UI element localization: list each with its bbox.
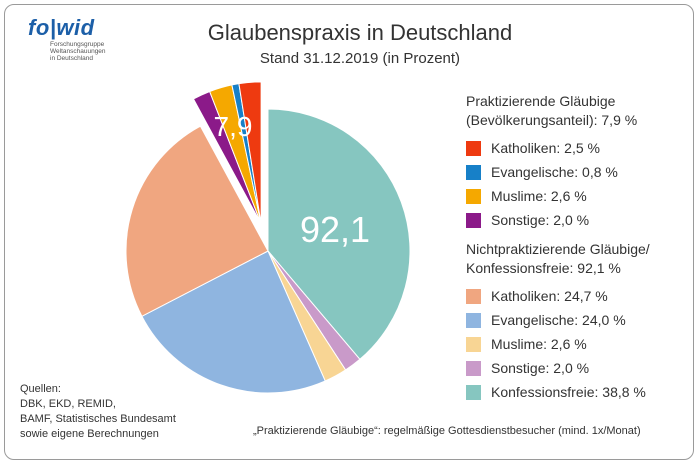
legend-item: Konfessionsfreie: 38,8 % bbox=[466, 380, 692, 404]
legend-swatch bbox=[466, 288, 481, 304]
legend-swatch bbox=[466, 188, 481, 204]
legend-item: Sonstige: 2,0 % bbox=[466, 208, 692, 232]
pie-slice-katholiken bbox=[125, 125, 269, 317]
logo-wordmark: fo|wid bbox=[28, 15, 95, 40]
legend-swatch bbox=[466, 312, 481, 328]
footnote: „Praktizierende Gläubige“: regelmäßige G… bbox=[253, 425, 641, 437]
logo-subtitle: Forschungsgruppe Weltanschauungen in Deu… bbox=[50, 41, 106, 62]
legend-swatch bbox=[466, 164, 481, 180]
legend-swatch bbox=[466, 336, 481, 352]
legend-item: Muslime: 2,6 % bbox=[466, 184, 692, 208]
chart-subtitle: Stand 31.12.2019 (in Prozent) bbox=[259, 50, 461, 67]
legend-heading-practicing: Praktizierende Gläubige (Bevölkerungsant… bbox=[466, 93, 638, 128]
legend-item: Katholiken: 24,7 % bbox=[466, 284, 692, 308]
legend-swatch bbox=[466, 140, 481, 156]
legend-swatch bbox=[466, 384, 481, 400]
pie-slice-evangelische bbox=[141, 250, 326, 394]
chart-frame bbox=[4, 4, 694, 460]
legend-item: Muslime: 2,6 % bbox=[466, 332, 692, 356]
legend-swatch bbox=[466, 212, 481, 228]
chart-title: Glaubenspraxis in Deutschland bbox=[207, 20, 513, 45]
fowid-logo: fo|wid Forschungsgruppe Weltanschauungen… bbox=[28, 15, 106, 63]
legend-item: Katholiken: 2,5 % bbox=[466, 136, 692, 160]
pie-slice-konfessionsfreie bbox=[267, 108, 411, 360]
main-group-value-label: 92,1 bbox=[300, 209, 370, 250]
sources-note: Quellen: DBK, EKD, REMID, BAMF, Statisti… bbox=[20, 383, 176, 440]
pie-slice-katholiken-practicing bbox=[238, 81, 262, 224]
exploded-group-value-label: 7,9 bbox=[214, 111, 253, 142]
legend-heading-nonpracticing: Nichtpraktizierende Gläubige/ Konfession… bbox=[466, 241, 650, 276]
legend-swatch bbox=[466, 360, 481, 376]
legend-item: Sonstige: 2,0 % bbox=[466, 356, 692, 380]
legend: Praktizierende Gläubige (Bevölkerungsant… bbox=[466, 92, 692, 404]
legend-item: Evangelische: 0,8 % bbox=[466, 160, 692, 184]
legend-item: Evangelische: 24,0 % bbox=[466, 308, 692, 332]
